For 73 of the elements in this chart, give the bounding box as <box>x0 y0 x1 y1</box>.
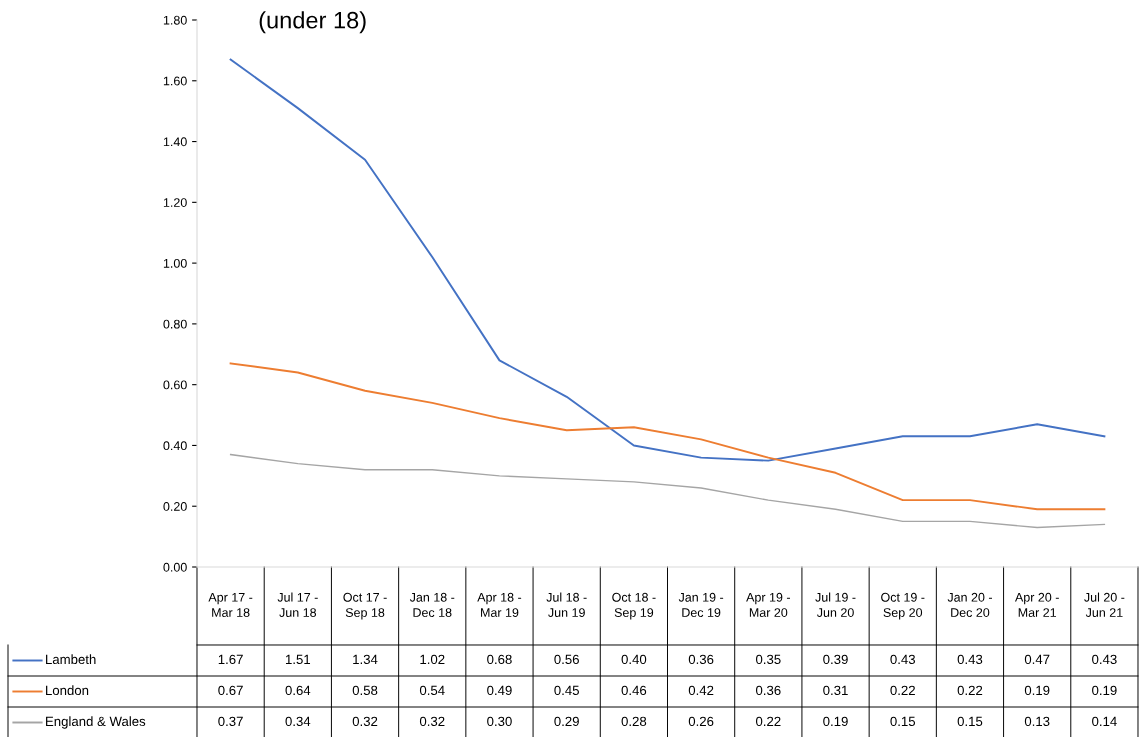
x-tick-label: Jul 18 - Jun 19 <box>546 592 587 617</box>
data-label: 0.68 <box>487 654 512 665</box>
x-tick-label: Jan 18 - Dec 18 <box>409 592 455 617</box>
data-label: 0.47 <box>1024 654 1050 665</box>
data-label: 0.40 <box>621 654 647 665</box>
data-label: 0.39 <box>823 654 848 665</box>
data-label: 0.46 <box>621 685 647 696</box>
data-label: 0.56 <box>554 654 579 665</box>
x-tick-label: Oct 18 - Sep 19 <box>612 592 656 620</box>
y-tick-label: 1.60 <box>163 76 187 86</box>
x-tick-label: Oct 17 - Sep 18 <box>343 592 387 620</box>
data-label: 0.43 <box>890 654 916 665</box>
data-label: 0.31 <box>823 685 848 696</box>
chart-title: (under 18) <box>259 11 366 34</box>
data-label: 0.28 <box>621 716 647 727</box>
data-label: 0.22 <box>756 716 781 727</box>
data-label: 0.22 <box>957 685 983 696</box>
y-tick-label: 0.20 <box>163 502 187 511</box>
data-label: 1.51 <box>285 654 311 665</box>
data-label: 0.26 <box>688 716 714 727</box>
x-tick-label: Apr 18 - Mar 19 <box>477 592 522 617</box>
data-label: 0.43 <box>1092 654 1117 665</box>
data-label: 0.58 <box>352 685 378 696</box>
data-label: 0.35 <box>756 654 781 665</box>
y-tick-label: 0.40 <box>163 441 187 451</box>
data-label: 0.14 <box>1092 716 1117 727</box>
data-label: 0.13 <box>1024 716 1050 727</box>
data-label: 0.19 <box>823 716 848 727</box>
data-label: 0.32 <box>419 716 445 727</box>
data-label: 0.19 <box>1092 685 1117 696</box>
line-series <box>229 58 1106 462</box>
data-label: 0.29 <box>554 716 579 727</box>
line-series <box>229 453 1106 529</box>
data-label: 0.64 <box>285 685 311 696</box>
data-label: 0.15 <box>890 716 916 727</box>
data-label: 0.43 <box>957 654 983 665</box>
y-tick-label: 1.80 <box>163 15 187 25</box>
data-label: 0.37 <box>218 716 243 727</box>
data-label: 0.49 <box>487 685 512 696</box>
data-label: 0.15 <box>957 716 983 727</box>
data-label: 0.34 <box>285 716 311 727</box>
data-label: 0.22 <box>890 685 915 696</box>
data-label: 0.36 <box>688 654 714 665</box>
data-label: 0.19 <box>1024 685 1050 696</box>
y-tick-label: 0.00 <box>163 562 187 572</box>
legend-label: London <box>46 685 89 696</box>
line-series <box>229 362 1106 511</box>
y-tick-label: 1.40 <box>163 137 187 147</box>
y-tick-label: 0.80 <box>163 319 187 329</box>
x-tick-label: Jan 20 - Dec 20 <box>947 592 992 617</box>
x-tick-label: Apr 20 - Mar 21 <box>1014 592 1059 617</box>
x-tick-label: Jul 20 - Jun 21 <box>1084 592 1125 617</box>
data-label: 0.32 <box>352 716 378 727</box>
data-label: 1.02 <box>420 654 445 665</box>
data-label: 1.67 <box>218 654 243 665</box>
data-label: 0.30 <box>487 716 512 727</box>
x-tick-label: Apr 17 - Mar 18 <box>208 592 253 617</box>
data-label: 0.67 <box>218 685 243 696</box>
data-label: 0.45 <box>554 685 579 696</box>
y-tick-label: 1.20 <box>163 198 187 207</box>
data-label: 1.34 <box>353 654 378 665</box>
data-label: 0.42 <box>688 685 714 696</box>
x-tick-label: Jul 17 - Jun 18 <box>277 592 318 617</box>
legend-label: England & Wales <box>46 716 146 729</box>
data-label: 0.54 <box>419 685 445 696</box>
x-tick-label: Jul 19 - Jun 20 <box>815 592 856 617</box>
y-tick-label: 1.00 <box>163 258 187 268</box>
y-tick-label: 0.60 <box>163 380 187 390</box>
x-tick-label: Oct 19 - Sep 20 <box>881 592 925 620</box>
x-tick-label: Apr 19 - Mar 20 <box>746 592 790 617</box>
data-label: 0.36 <box>756 685 781 696</box>
x-tick-label: Jan 19 - Dec 19 <box>678 592 724 617</box>
legend-label: Lambeth <box>46 654 96 665</box>
